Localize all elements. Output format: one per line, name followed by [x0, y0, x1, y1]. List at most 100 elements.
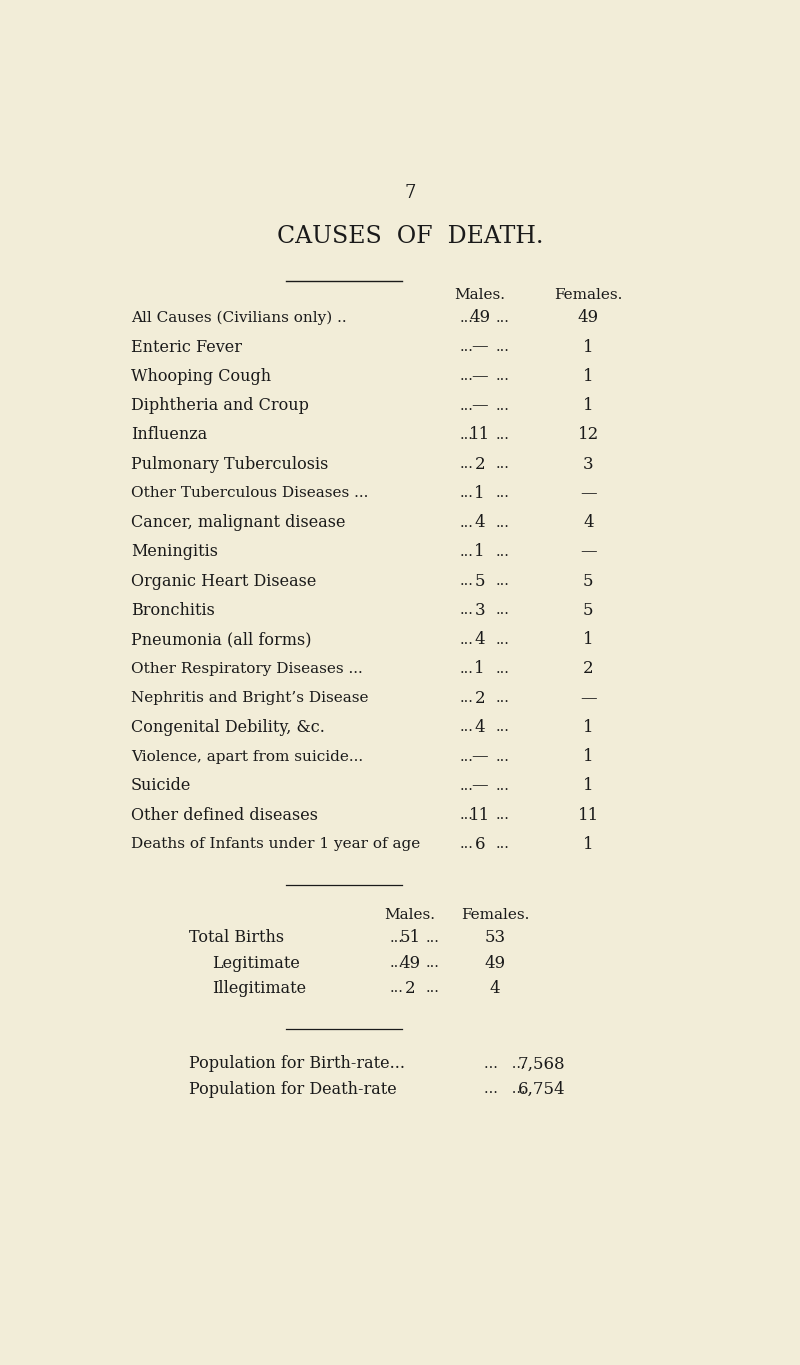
Text: Organic Heart Disease: Organic Heart Disease	[131, 573, 316, 590]
Text: ...: ...	[460, 399, 474, 412]
Text: Suicide: Suicide	[131, 778, 191, 794]
Text: 7: 7	[404, 184, 416, 202]
Text: Whooping Cough: Whooping Cough	[131, 367, 271, 385]
Text: Males.: Males.	[454, 288, 506, 302]
Text: ...: ...	[460, 749, 474, 763]
Text: —: —	[580, 485, 597, 502]
Text: 1: 1	[583, 719, 594, 736]
Text: ...: ...	[495, 545, 509, 558]
Text: 11: 11	[469, 807, 490, 823]
Text: ...: ...	[495, 399, 509, 412]
Text: Deaths of Infants under 1 year of age: Deaths of Infants under 1 year of age	[131, 838, 420, 852]
Text: Illegitimate: Illegitimate	[212, 980, 306, 996]
Text: ...   ...: ... ...	[484, 1082, 526, 1096]
Text: All Causes (Civilians only) ..: All Causes (Civilians only) ..	[131, 311, 346, 325]
Text: ...: ...	[495, 749, 509, 763]
Text: 1: 1	[583, 367, 594, 385]
Text: ...: ...	[495, 340, 509, 354]
Text: —: —	[471, 367, 488, 385]
Text: ...: ...	[460, 516, 474, 530]
Text: 51: 51	[399, 930, 421, 946]
Text: 5: 5	[583, 602, 594, 618]
Text: ...: ...	[390, 931, 404, 945]
Text: ...: ...	[495, 779, 509, 793]
Text: ...: ...	[460, 691, 474, 706]
Text: Influenza: Influenza	[131, 426, 207, 444]
Text: 1: 1	[583, 339, 594, 355]
Text: 49: 49	[469, 310, 490, 326]
Text: Population for Birth-rate...: Population for Birth-rate...	[189, 1055, 405, 1073]
Text: ...: ...	[495, 370, 509, 384]
Text: ...: ...	[495, 603, 509, 617]
Text: ...: ...	[460, 838, 474, 852]
Text: Total Births: Total Births	[189, 930, 284, 946]
Text: ...: ...	[390, 955, 404, 971]
Text: 4: 4	[583, 515, 594, 531]
Text: —: —	[580, 543, 597, 561]
Text: —: —	[471, 778, 488, 794]
Text: 11: 11	[469, 426, 490, 444]
Text: ...: ...	[460, 340, 474, 354]
Text: Other Tuberculous Diseases ...: Other Tuberculous Diseases ...	[131, 486, 368, 501]
Text: ...: ...	[426, 955, 439, 971]
Text: 49: 49	[578, 310, 599, 326]
Text: ...: ...	[460, 486, 474, 501]
Text: ...: ...	[495, 838, 509, 852]
Text: 1: 1	[583, 835, 594, 853]
Text: 11: 11	[578, 807, 599, 823]
Text: 6: 6	[474, 835, 485, 853]
Text: 7,568: 7,568	[518, 1055, 566, 1073]
Text: 3: 3	[474, 602, 485, 618]
Text: ...: ...	[495, 516, 509, 530]
Text: ...   ...: ... ...	[484, 1057, 526, 1072]
Text: 6,754: 6,754	[518, 1081, 566, 1097]
Text: 1: 1	[474, 543, 485, 561]
Text: 1: 1	[583, 631, 594, 648]
Text: ...: ...	[495, 427, 509, 442]
Text: ...: ...	[460, 808, 474, 822]
Text: 2: 2	[474, 456, 485, 472]
Text: Pulmonary Tuberculosis: Pulmonary Tuberculosis	[131, 456, 328, 472]
Text: ...: ...	[460, 603, 474, 617]
Text: —: —	[471, 339, 488, 355]
Text: CAUSES  OF  DEATH.: CAUSES OF DEATH.	[277, 225, 543, 248]
Text: Legitimate: Legitimate	[212, 954, 300, 972]
Text: 49: 49	[485, 954, 506, 972]
Text: ...: ...	[426, 981, 439, 995]
Text: ...: ...	[390, 981, 404, 995]
Text: 1: 1	[474, 661, 485, 677]
Text: Violence, apart from suicide...: Violence, apart from suicide...	[131, 749, 363, 763]
Text: ...: ...	[495, 632, 509, 647]
Text: 5: 5	[583, 573, 594, 590]
Text: 4: 4	[474, 515, 485, 531]
Text: Pneumonia (all forms): Pneumonia (all forms)	[131, 631, 311, 648]
Text: 1: 1	[474, 485, 485, 502]
Text: ...: ...	[495, 662, 509, 676]
Text: —: —	[471, 748, 488, 766]
Text: ...: ...	[460, 779, 474, 793]
Text: 12: 12	[578, 426, 599, 444]
Text: Bronchitis: Bronchitis	[131, 602, 215, 618]
Text: Congenital Debility, &c.: Congenital Debility, &c.	[131, 719, 325, 736]
Text: 3: 3	[583, 456, 594, 472]
Text: 2: 2	[583, 661, 594, 677]
Text: 2: 2	[405, 980, 415, 996]
Text: 4: 4	[474, 719, 485, 736]
Text: ...: ...	[460, 311, 474, 325]
Text: 49: 49	[399, 954, 421, 972]
Text: ...: ...	[460, 427, 474, 442]
Text: Other defined diseases: Other defined diseases	[131, 807, 318, 823]
Text: ...: ...	[495, 311, 509, 325]
Text: ...: ...	[495, 691, 509, 706]
Text: Population for Death-rate: Population for Death-rate	[189, 1081, 397, 1097]
Text: —: —	[471, 397, 488, 414]
Text: ...: ...	[460, 721, 474, 734]
Text: ...: ...	[426, 931, 439, 945]
Text: ...: ...	[460, 575, 474, 588]
Text: Meningitis: Meningitis	[131, 543, 218, 561]
Text: Diphtheria and Croup: Diphtheria and Croup	[131, 397, 309, 414]
Text: Nephritis and Bright’s Disease: Nephritis and Bright’s Disease	[131, 691, 369, 706]
Text: ...: ...	[460, 545, 474, 558]
Text: 4: 4	[474, 631, 485, 648]
Text: ...: ...	[460, 457, 474, 471]
